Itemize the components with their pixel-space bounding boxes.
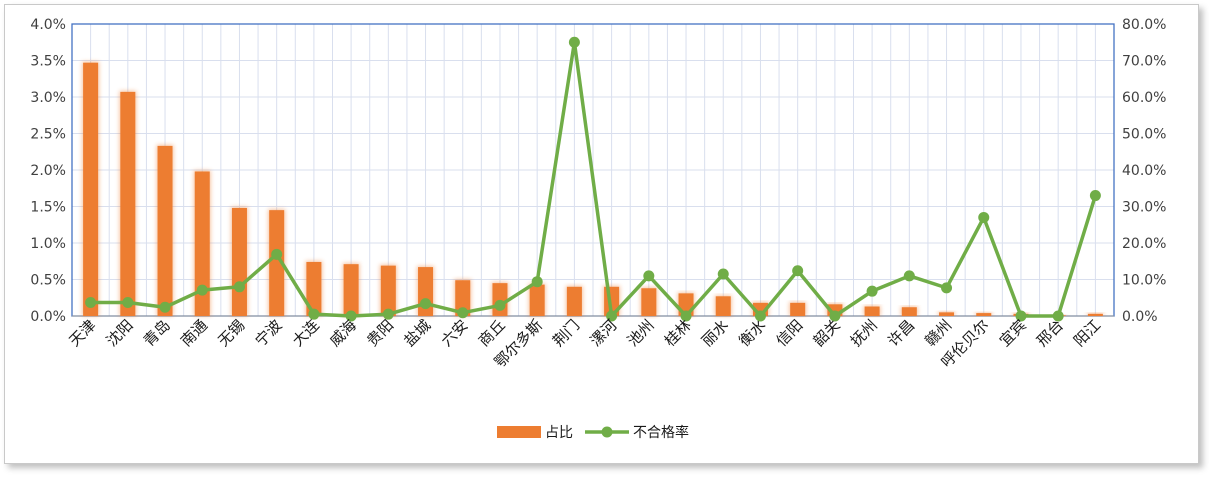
x-category-label: 六安 [438,316,472,350]
y-right-tick-label: 80.0% [1122,17,1166,33]
line-point-池州[interactable] [643,270,655,282]
y-left-tick-label: 3.5% [30,54,66,70]
x-category-label: 阳江 [1070,316,1104,350]
y-left-tick-label: 4.0% [30,17,66,33]
bar-青岛[interactable] [157,145,173,316]
line-point-贵阳[interactable] [382,308,394,320]
line-point-青岛[interactable] [159,301,171,313]
line-point-沈阳[interactable] [122,296,134,308]
bar-商丘[interactable] [492,283,508,316]
bar-沈阳[interactable] [120,91,136,316]
line-point-丽水[interactable] [717,268,729,280]
x-category-label: 大连 [289,316,323,350]
x-category-label: 威海 [326,316,360,350]
line-point-鄂尔多斯[interactable] [531,276,543,288]
y-left-tick-label: 1.0% [30,236,66,252]
y-left-tick-label: 2.5% [30,127,66,143]
y-right-tick-label: 70.0% [1122,54,1166,70]
bar-呼伦贝尔[interactable] [976,313,992,316]
x-category-label: 抚州 [847,316,881,350]
x-category-label: 盐城 [400,316,434,350]
x-category-label: 沈阳 [103,316,137,350]
bar-大连[interactable] [306,261,322,316]
line-point-无锡[interactable] [233,281,245,293]
x-category-label: 许昌 [884,316,918,350]
line-point-威海[interactable] [345,310,357,322]
line-point-六安[interactable] [457,307,469,319]
bar-鄂尔多斯[interactable] [529,284,545,316]
bar-天津[interactable] [83,62,99,316]
x-category-label: 信阳 [773,316,807,350]
line-point-抚州[interactable] [866,285,878,297]
x-category-label: 南通 [177,316,211,350]
line-point-赣州[interactable] [941,282,953,294]
x-category-label: 韶关 [810,316,844,350]
y-right-tick-label: 20.0% [1122,236,1166,252]
x-category-label: 漯河 [586,316,620,350]
x-category-label: 宜宾 [996,316,1030,350]
x-category-label: 荆门 [549,316,583,350]
x-category-label: 邢台 [1033,316,1067,350]
bar-丽水[interactable] [715,296,731,316]
y-left-tick-label: 1.5% [30,200,66,216]
bar-贵阳[interactable] [380,265,396,316]
y-right-tick-label: 0.0% [1122,309,1158,325]
bar-池州[interactable] [641,288,657,316]
bar-赣州[interactable] [939,312,955,316]
bar-无锡[interactable] [231,207,247,316]
x-category-label: 桂林 [661,316,695,350]
legend-label-line: 不合格率 [633,424,689,441]
line-point-呼伦贝尔[interactable] [978,211,990,223]
line-point-邢台[interactable] [1052,310,1064,322]
x-category-label: 丽水 [698,316,732,350]
line-point-韶关[interactable] [829,310,841,322]
bar-抚州[interactable] [864,306,880,316]
line-point-衡水[interactable] [754,310,766,322]
line-point-盐城[interactable] [420,298,432,310]
y-right-tick-label: 60.0% [1122,90,1166,106]
bar-荆门[interactable] [566,286,582,316]
line-point-商丘[interactable] [494,299,506,311]
line-point-南通[interactable] [196,284,208,296]
line-point-信阳[interactable] [792,265,804,277]
bar-南通[interactable] [194,171,210,316]
y-left-tick-label: 0.0% [30,309,66,325]
line-point-宜宾[interactable] [1015,310,1027,322]
bar-韶关[interactable] [827,304,843,316]
x-category-label: 无锡 [214,316,248,350]
x-category-label: 贵阳 [363,316,397,350]
y-left-tick-label: 0.5% [30,273,66,289]
x-category-label: 宁波 [252,316,286,350]
bar-威海[interactable] [343,264,359,316]
legend-label-bar: 占比 [545,425,573,441]
line-point-大连[interactable] [308,308,320,320]
x-category-label: 天津 [65,316,99,350]
legend-swatch-bar [497,426,541,438]
y-left-tick-label: 2.0% [30,163,66,179]
line-point-许昌[interactable] [903,270,915,282]
line-point-桂林[interactable] [680,310,692,322]
bar-六安[interactable] [455,280,471,316]
line-point-阳江[interactable] [1089,190,1101,202]
y-right-tick-label: 40.0% [1122,163,1166,179]
y-right-tick-label: 10.0% [1122,273,1166,289]
line-point-漯河[interactable] [606,310,618,322]
legend-marker-line [601,426,613,438]
x-category-label: 池州 [624,316,658,350]
line-point-宁波[interactable] [271,248,283,260]
y-left-tick-label: 3.0% [30,90,66,106]
line-point-天津[interactable] [85,296,97,308]
bar-信阳[interactable] [790,302,806,316]
line-point-荆门[interactable] [568,36,580,48]
bar-阳江[interactable] [1087,313,1103,316]
y-right-tick-label: 30.0% [1122,200,1166,216]
bar-宁波[interactable] [269,210,285,316]
x-category-label: 青岛 [140,316,174,350]
bar-许昌[interactable] [901,307,917,316]
x-category-label: 衡水 [735,316,769,350]
y-right-tick-label: 50.0% [1122,127,1166,143]
line-series-不合格率 [90,40,1098,318]
